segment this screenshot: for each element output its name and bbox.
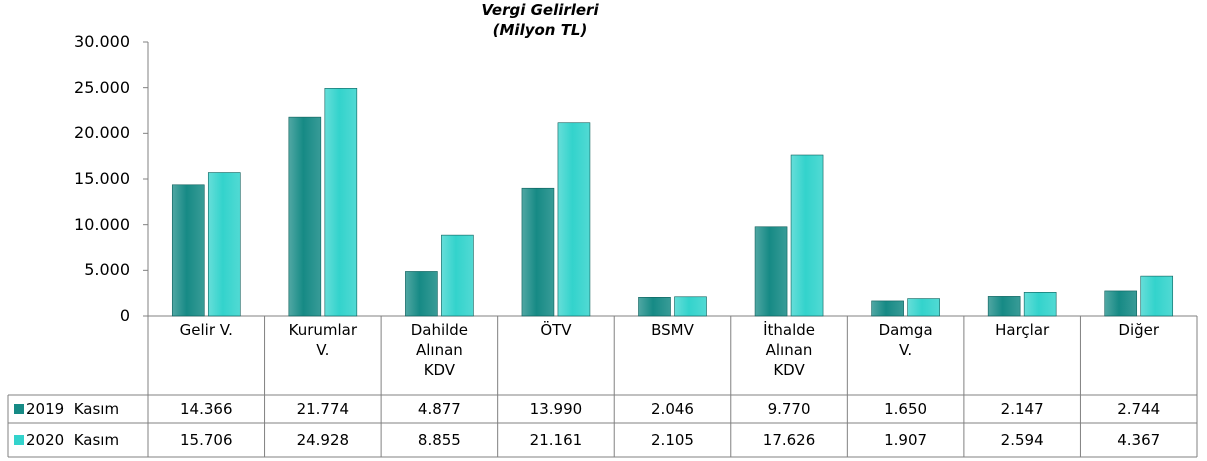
y-tick-label: 10.000 [74, 214, 130, 234]
table-value: 13.990 [529, 400, 583, 418]
x-tick-label: Harçlar [995, 321, 1050, 339]
bar [638, 297, 671, 317]
y-tick-label: 25.000 [74, 77, 130, 97]
x-tick-label: Damga V. [878, 321, 933, 359]
table-value: 9.770 [767, 400, 811, 418]
bar [871, 300, 904, 317]
x-tick-label: Gelir V. [179, 321, 233, 339]
x-tick-label: Dahilde Alınan KDV [410, 321, 469, 379]
table-value: 4.877 [417, 400, 461, 418]
table-value: 1.907 [884, 431, 928, 449]
bar [1104, 290, 1138, 317]
bar [1023, 292, 1057, 317]
bar [790, 154, 824, 317]
y-tick-label: 5.000 [84, 260, 130, 280]
legend-swatch [14, 404, 24, 414]
table-value: 4.367 [1117, 431, 1161, 449]
table-value: 2.046 [651, 400, 694, 418]
x-tick-label: ÖTV [540, 321, 572, 339]
x-tick-label: İthalde Alınan KDV [763, 321, 815, 379]
bar [987, 296, 1021, 317]
chart-title: Vergi Gelirleri (Milyon TL) [481, 1, 599, 39]
table-value: 2.744 [1117, 400, 1161, 418]
bar [754, 226, 788, 317]
bar [171, 184, 205, 317]
table-value: 2.594 [1000, 431, 1044, 449]
bar [405, 271, 438, 317]
x-tick-label: Kurumlar V. [288, 321, 358, 359]
legend-swatch [14, 435, 24, 445]
x-tick-label: Diğer [1118, 321, 1160, 339]
table-value: 15.706 [180, 431, 233, 449]
table-value: 21.161 [529, 431, 583, 449]
bar [674, 296, 707, 317]
legend-label: 2019 Kasım [26, 400, 120, 418]
y-tick-label: 15.000 [74, 169, 130, 188]
legend-label: 2020 Kasım [26, 431, 120, 449]
bar [324, 88, 358, 317]
y-tick-label: 0 [119, 306, 130, 325]
bar [1140, 275, 1174, 317]
table-value: 1.650 [884, 400, 928, 418]
bar [441, 234, 474, 317]
table-value: 24.928 [296, 431, 350, 449]
y-tick-label: 30.000 [74, 32, 130, 51]
table-value: 17.626 [762, 431, 816, 449]
bar [288, 116, 322, 317]
bar [207, 172, 241, 317]
table-value: 21.774 [296, 400, 350, 418]
x-tick-label: BSMV [651, 321, 694, 339]
bar [521, 187, 555, 317]
table-value: 2.105 [651, 431, 694, 449]
y-tick-label: 20.000 [74, 123, 130, 143]
bar [907, 298, 940, 317]
bar [557, 122, 591, 317]
table-value: 14.366 [180, 400, 233, 418]
table-value: 8.855 [417, 431, 461, 449]
table-value: 2.147 [1000, 400, 1044, 418]
